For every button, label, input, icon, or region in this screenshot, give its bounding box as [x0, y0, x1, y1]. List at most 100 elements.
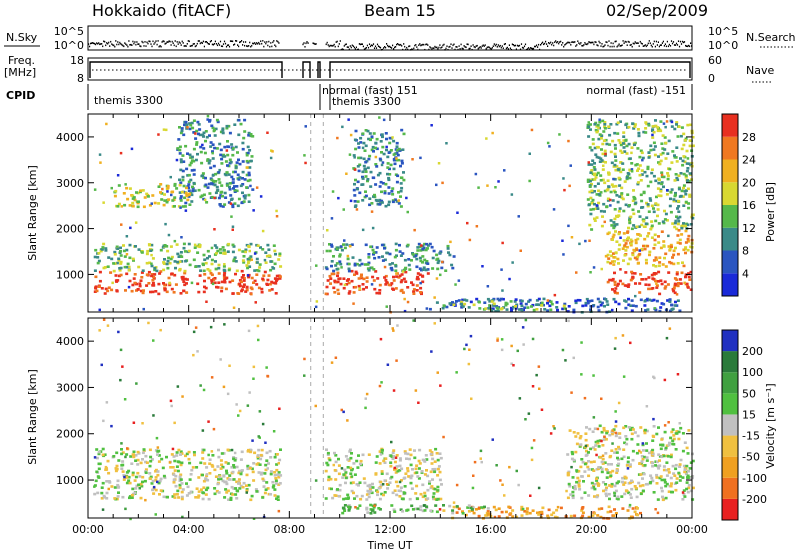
- data-cell: [250, 276, 254, 280]
- data-cell: [596, 439, 600, 443]
- data-cell: [212, 129, 216, 133]
- data-cell: [672, 262, 676, 266]
- colorbar-segment: [722, 273, 738, 296]
- nsky-point: [419, 43, 421, 45]
- data-cell: [415, 471, 419, 474]
- data-cell: [195, 143, 199, 146]
- data-cell: [374, 270, 378, 273]
- nsky-point: [375, 47, 378, 49]
- data-cell: [409, 463, 413, 467]
- data-cell: [110, 288, 114, 292]
- data-cell: [607, 185, 611, 189]
- data-cell: [617, 401, 621, 405]
- data-cell: [173, 493, 177, 496]
- data-cell: [357, 169, 361, 173]
- data-cell: [194, 496, 198, 499]
- data-cell: [390, 268, 394, 272]
- nsky-point: [178, 41, 180, 43]
- power-ylabel: Slant Range [km]: [26, 165, 39, 261]
- data-cell: [192, 119, 196, 122]
- data-cell: [369, 170, 373, 174]
- data-cell: [372, 505, 376, 509]
- data-cell: [670, 161, 674, 164]
- data-cell: [604, 152, 607, 156]
- data-cell: [187, 242, 191, 246]
- data-cell: [350, 452, 353, 455]
- data-cell: [221, 131, 225, 135]
- nsky-point: [128, 40, 130, 42]
- data-cell: [613, 143, 617, 147]
- data-cell: [641, 158, 644, 162]
- data-cell: [384, 274, 388, 278]
- data-cell: [679, 194, 683, 198]
- data-cell: [638, 164, 642, 167]
- nsky-point: [312, 42, 314, 44]
- nsky-point: [304, 46, 306, 48]
- freq-tick-low: 8: [77, 72, 84, 85]
- data-cell: [404, 280, 408, 283]
- data-cell: [370, 266, 374, 269]
- data-cell: [413, 449, 416, 452]
- nsky-point: [403, 43, 405, 45]
- data-cell: [376, 490, 380, 494]
- data-cell: [187, 457, 191, 461]
- nsky-point: [484, 44, 486, 46]
- data-cell: [374, 198, 378, 202]
- data-cell: [644, 222, 648, 225]
- data-cell: [326, 451, 330, 455]
- data-cell: [391, 491, 395, 495]
- nsky-point: [211, 43, 213, 46]
- data-cell: [659, 190, 663, 193]
- data-cell: [399, 195, 402, 198]
- data-cell: [512, 305, 515, 309]
- data-cell: [692, 136, 695, 139]
- data-cell: [606, 260, 610, 264]
- data-cell: [477, 514, 481, 518]
- data-cell: [366, 166, 370, 170]
- data-cell: [130, 462, 134, 465]
- data-cell: [425, 260, 429, 263]
- data-cell: [617, 480, 621, 483]
- data-cell: [492, 302, 496, 306]
- data-cell: [244, 290, 248, 293]
- data-cell: [395, 141, 399, 145]
- data-cell: [640, 223, 644, 227]
- data-cell: [230, 485, 234, 489]
- nsky-point: [356, 48, 358, 51]
- data-cell: [135, 191, 138, 194]
- nsky-point: [257, 43, 259, 45]
- data-cell: [621, 480, 624, 484]
- data-cell: [575, 480, 579, 484]
- data-cell: [125, 475, 129, 479]
- data-cell: [645, 122, 649, 126]
- data-cell: [622, 142, 625, 145]
- data-cell: [438, 452, 442, 455]
- data-cell: [593, 146, 597, 150]
- data-cell: [536, 511, 539, 515]
- data-cell: [398, 459, 402, 462]
- nsky-point: [133, 42, 135, 45]
- nsky-point: [129, 44, 131, 46]
- station-title: Hokkaido (fitACF): [92, 1, 231, 20]
- nsky-point: [654, 45, 656, 48]
- data-cell: [669, 436, 673, 440]
- data-cell: [259, 457, 263, 461]
- data-cell: [669, 190, 673, 194]
- data-cell: [228, 182, 232, 185]
- data-cell: [206, 478, 210, 482]
- data-cell: [187, 492, 191, 495]
- data-cell: [258, 263, 262, 266]
- data-cell: [372, 279, 376, 282]
- nsky-point: [227, 44, 230, 46]
- data-cell: [683, 139, 687, 142]
- y-tick-label: 3000: [56, 177, 84, 190]
- data-cell: [165, 455, 168, 459]
- data-cell: [612, 177, 615, 181]
- data-cell: [392, 449, 396, 452]
- data-cell: [395, 493, 399, 497]
- data-cell: [590, 228, 594, 231]
- data-cell: [386, 166, 390, 169]
- data-cell: [438, 508, 442, 511]
- data-cell: [595, 130, 599, 134]
- data-cell: [273, 455, 277, 459]
